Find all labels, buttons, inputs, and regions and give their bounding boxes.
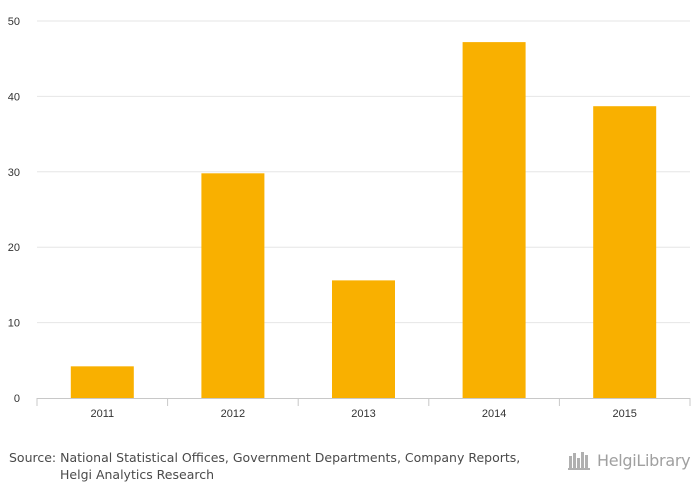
x-tick-label: 2013 — [351, 408, 375, 420]
bars — [70, 42, 657, 399]
bar-2015 — [593, 106, 657, 399]
y-tick-label: 50 — [8, 16, 20, 28]
bar-2014 — [462, 42, 526, 398]
bar-2012 — [201, 173, 265, 398]
source-line-2: Helgi Analytics Research — [60, 467, 215, 482]
source-line-1: Source: National Statistical Offices, Go… — [9, 450, 521, 465]
y-tick-label: 30 — [8, 167, 20, 179]
gridlines — [37, 20, 690, 324]
x-tick-label: 2011 — [90, 408, 114, 420]
bar-2011 — [70, 366, 134, 398]
x-tick-label: 2014 — [482, 408, 506, 420]
logo-text: HelgiLibrary — [597, 450, 691, 470]
bar-2013 — [332, 280, 395, 398]
x-axis: 2011 2012 2013 2014 2015 — [36, 398, 691, 420]
y-axis-ticks: 0 10 20 30 40 50 — [8, 16, 20, 405]
helgi-library-logo: HelgiLibrary — [568, 448, 691, 472]
x-tick-label: 2015 — [612, 408, 636, 420]
y-tick-label: 20 — [8, 242, 20, 254]
library-books-icon — [568, 452, 590, 470]
x-tick-label: 2012 — [221, 408, 245, 420]
y-tick-label: 10 — [8, 318, 20, 330]
source-note: Source: National Statistical Offices, Go… — [9, 449, 549, 483]
y-tick-label: 0 — [14, 393, 20, 405]
bar-chart: 0 10 20 30 40 50 2011 2012 2013 2014 2015 — [8, 16, 691, 420]
y-tick-label: 40 — [8, 91, 20, 103]
